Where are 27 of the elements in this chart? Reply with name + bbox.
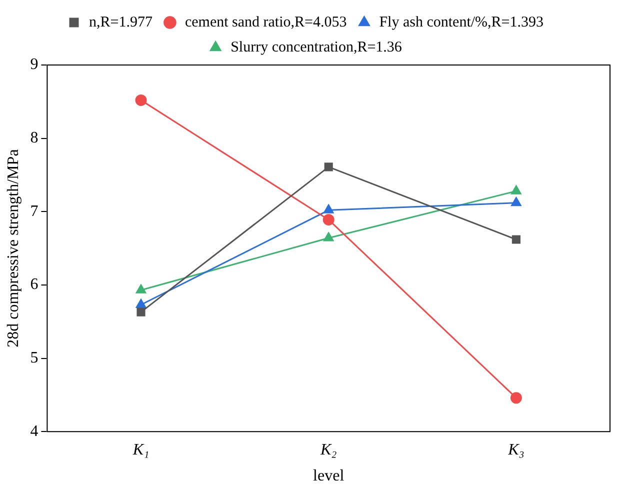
y-tick-label: 8 (30, 130, 38, 147)
point (324, 232, 334, 242)
point (511, 185, 522, 194)
legend-label: cement sand ratio,R=4.053 (184, 14, 347, 30)
x-axis-title: level (313, 468, 345, 485)
x-tick-label: K₂ (319, 441, 338, 458)
y-tick-label: 5 (30, 349, 38, 366)
point (136, 308, 146, 316)
y-tick-label: 9 (30, 56, 38, 74)
point (324, 204, 334, 214)
point (136, 284, 146, 294)
legend-label: n,R=1.977 (89, 14, 153, 30)
y-tick-label: 7 (30, 202, 38, 220)
point (511, 197, 522, 206)
y-axis-title: 28d compressive strength/MPa (4, 149, 22, 348)
point (136, 299, 146, 308)
legend-label: Fly ash content/%,R=1.393 (379, 14, 544, 30)
y-tick-label: 4 (30, 422, 38, 440)
y-tick-label: 6 (30, 276, 38, 294)
point (135, 94, 147, 106)
x-tick-label: K₃ (507, 441, 524, 458)
point (322, 214, 334, 226)
legend-label: Slurry concentration,R=1.36 (230, 39, 402, 56)
point (510, 392, 522, 404)
x-tick-label: K₁ (132, 441, 150, 458)
point (324, 162, 333, 172)
point (512, 235, 520, 244)
